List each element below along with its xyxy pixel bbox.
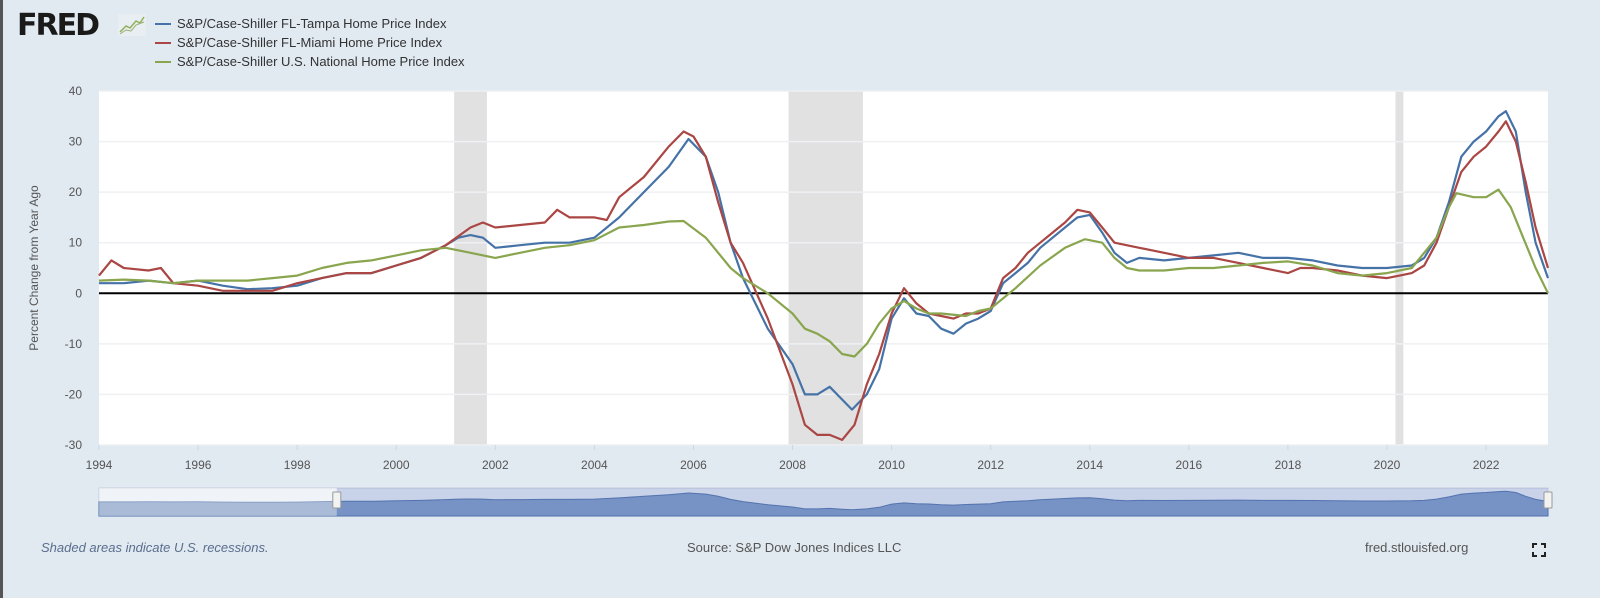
y-tick-label: -10 (65, 337, 83, 351)
y-tick-label: 20 (69, 185, 83, 199)
x-tick-label: 2002 (482, 458, 509, 472)
x-tick-label: 2010 (878, 458, 905, 472)
legend-item-miami[interactable]: S&P/Case-Shiller FL-Miami Home Price Ind… (155, 33, 465, 52)
site-link[interactable]: fred.stlouisfed.org (1365, 540, 1469, 555)
recession-note: Shaded areas indicate U.S. recessions. (41, 540, 269, 555)
recession-band (788, 91, 863, 445)
y-tick-label: 30 (69, 135, 83, 149)
legend-label: S&P/Case-Shiller FL-Tampa Home Price Ind… (177, 16, 447, 31)
x-tick-label: 2020 (1374, 458, 1401, 472)
legend-swatch (155, 60, 171, 63)
navigator-handle-right[interactable] (1543, 491, 1553, 509)
trend-line-icon (118, 14, 146, 36)
x-tick-label: 1996 (185, 458, 212, 472)
navigator-unselected-mask (99, 488, 337, 516)
recession-band (1395, 91, 1404, 445)
logo-text: FRED (17, 8, 100, 43)
x-tick-label: 1998 (284, 458, 311, 472)
chart-legend: S&P/Case-Shiller FL-Tampa Home Price Ind… (155, 14, 465, 71)
legend-label: S&P/Case-Shiller FL-Miami Home Price Ind… (177, 35, 443, 50)
y-axis-title: Percent Change from Year Ago (27, 185, 41, 351)
legend-swatch (155, 22, 171, 25)
x-tick-label: 2000 (383, 458, 410, 472)
x-tick-label: 2014 (1076, 458, 1103, 472)
y-tick-label: 10 (69, 236, 83, 250)
legend-label: S&P/Case-Shiller U.S. National Home Pric… (177, 54, 465, 69)
x-tick-label: 2004 (581, 458, 608, 472)
navigator-handle-left[interactable] (332, 491, 342, 509)
y-tick-label: -20 (65, 387, 83, 401)
legend-swatch (155, 41, 171, 44)
source-text: Source: S&P Dow Jones Indices LLC (687, 540, 902, 555)
y-tick-label: -30 (65, 438, 83, 452)
legend-item-national[interactable]: S&P/Case-Shiller U.S. National Home Pric… (155, 52, 465, 71)
legend-item-tampa[interactable]: S&P/Case-Shiller FL-Tampa Home Price Ind… (155, 14, 465, 33)
series-line-national (98, 188, 1549, 358)
x-tick-label: 2008 (779, 458, 806, 472)
y-tick-label: 40 (69, 84, 83, 98)
x-tick-label: 2022 (1473, 458, 1500, 472)
fred-logo[interactable]: FRED (17, 8, 100, 43)
y-tick-label: 0 (75, 286, 82, 300)
series-line-miami (98, 120, 1550, 441)
x-tick-label: 1994 (86, 458, 113, 472)
recession-band (454, 91, 487, 445)
x-tick-label: 2006 (680, 458, 707, 472)
x-tick-label: 2012 (977, 458, 1004, 472)
navigator-series-area (98, 490, 1549, 517)
navigator-selected-range (336, 488, 1548, 516)
x-tick-label: 2018 (1275, 458, 1302, 472)
x-tick-label: 2016 (1175, 458, 1202, 472)
fullscreen-icon[interactable] (1532, 543, 1546, 557)
range-navigator[interactable] (98, 487, 1553, 517)
